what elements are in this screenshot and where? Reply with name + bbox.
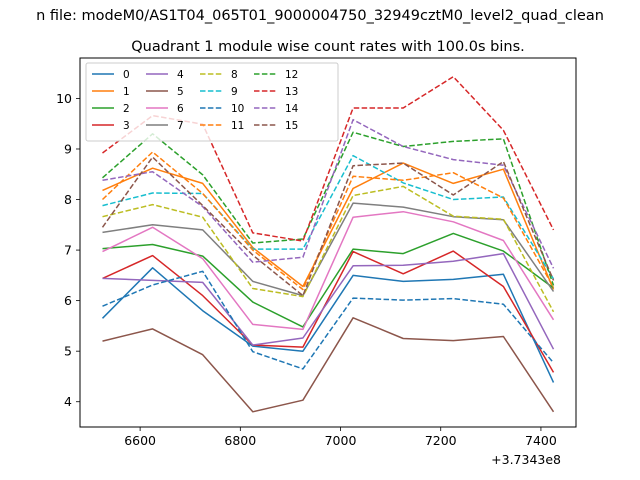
- y-tick-label: 9: [64, 141, 72, 156]
- legend-label-12: 12: [285, 69, 298, 81]
- y-axis: 4 5 6 7 8 9 10: [56, 91, 80, 409]
- series-line-8: [102, 185, 555, 313]
- legend-label-6: 6: [177, 103, 184, 115]
- series-line-3: [102, 250, 555, 373]
- legend-label-10: 10: [231, 103, 244, 115]
- x-tick-label: 7200: [425, 433, 457, 448]
- series-line-1: [102, 162, 555, 290]
- legend-label-2: 2: [123, 103, 130, 115]
- legend-label-4: 4: [177, 69, 184, 81]
- x-tick-label: 6600: [124, 433, 156, 448]
- figure-suptitle: n file: modeM0/AS1T04_065T01_9000004750_…: [36, 8, 604, 24]
- series-line-12: [102, 131, 555, 286]
- x-axis-offset-label: +3.7343e8: [491, 452, 561, 467]
- legend-label-14: 14: [285, 103, 299, 115]
- series-line-5: [102, 317, 555, 413]
- y-tick-label: 4: [64, 394, 72, 409]
- legend-label-1: 1: [123, 86, 130, 98]
- series-line-6: [102, 210, 555, 331]
- series-line-9: [102, 154, 555, 280]
- x-tick-label: 7000: [325, 433, 357, 448]
- legend-label-3: 3: [123, 120, 130, 132]
- legend-label-11: 11: [231, 120, 244, 132]
- y-tick-label: 7: [64, 243, 72, 258]
- y-tick-label: 5: [64, 344, 72, 359]
- y-tick-label: 8: [64, 192, 72, 207]
- series-line-7: [102, 202, 555, 297]
- series-line-4: [102, 252, 555, 350]
- x-tick-label: 7400: [525, 433, 557, 448]
- legend-label-7: 7: [177, 120, 184, 132]
- series-line-0: [101, 267, 555, 383]
- series-line-14: [102, 118, 555, 269]
- series-line-11: [101, 151, 555, 291]
- legend-label-13: 13: [285, 86, 298, 98]
- legend-label-9: 9: [231, 86, 238, 98]
- legend-label-5: 5: [177, 86, 184, 98]
- series-line-15: [101, 156, 555, 297]
- axes-frame: [79, 57, 577, 428]
- legend-label-15: 15: [285, 120, 298, 132]
- legend-label-0: 0: [123, 69, 130, 81]
- x-tick-label: 6800: [224, 433, 256, 448]
- series-line-10: [102, 270, 555, 370]
- legend-box: [85, 62, 339, 142]
- series-line-2: [102, 232, 554, 328]
- y-tick-label: 10: [56, 91, 72, 106]
- y-tick-label: 6: [64, 293, 72, 308]
- x-axis: 6600 6800 7000 7200 7400: [124, 427, 557, 448]
- legend-label-8: 8: [231, 69, 238, 81]
- chart-title: Quadrant 1 module wise count rates with …: [131, 39, 525, 55]
